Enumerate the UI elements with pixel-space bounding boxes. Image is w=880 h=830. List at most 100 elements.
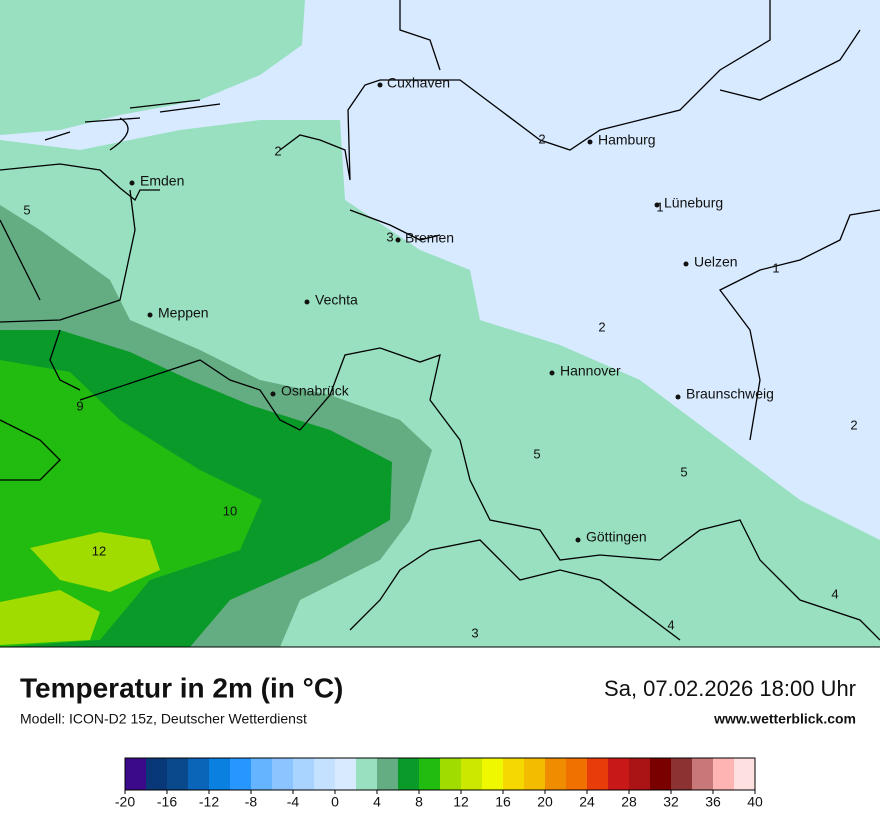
city: Braunschweig bbox=[675, 386, 774, 402]
city-dot bbox=[304, 299, 310, 305]
contour-label: 9 bbox=[76, 398, 83, 413]
city-label: Emden bbox=[140, 173, 184, 189]
colorbar-segment bbox=[230, 758, 251, 790]
city-label: Göttingen bbox=[586, 529, 647, 545]
city: Emden bbox=[129, 173, 184, 189]
colorbar-segment bbox=[566, 758, 587, 790]
city-label: Hamburg bbox=[598, 132, 656, 148]
contour-label: 5 bbox=[23, 202, 30, 217]
colorbar-segment bbox=[293, 758, 314, 790]
colorbar-segment bbox=[251, 758, 272, 790]
city-dot bbox=[129, 180, 135, 186]
colorbar-segment bbox=[419, 758, 440, 790]
colorbar-tick-label: 24 bbox=[579, 794, 595, 810]
city-label: Braunschweig bbox=[686, 386, 774, 402]
border bbox=[349, 209, 880, 641]
colorbar-tick-label: 40 bbox=[747, 794, 763, 810]
title: Temperatur in 2m (in °C) bbox=[20, 672, 343, 703]
date: Sa, 07.02.2026 18:00 Uhr bbox=[604, 676, 856, 701]
border bbox=[0, 219, 61, 481]
model-info: Modell: ICON-D2 15z, Deutscher Wetterdie… bbox=[20, 711, 307, 727]
colorbar-frame bbox=[124, 757, 756, 791]
city-label: Lüneburg bbox=[664, 195, 723, 211]
city-dot bbox=[377, 82, 383, 88]
city: Uelzen bbox=[683, 254, 738, 270]
colorbar-tick-label: 20 bbox=[537, 794, 553, 810]
city: Meppen bbox=[147, 305, 209, 321]
contour-label: 5 bbox=[680, 464, 687, 479]
colorbar-segment bbox=[671, 758, 692, 790]
colorbar-segment bbox=[209, 758, 230, 790]
contour-label: 1 bbox=[656, 199, 663, 214]
contour-label: 4 bbox=[831, 586, 838, 601]
colorbar-tick-label: 16 bbox=[495, 794, 511, 810]
colorbar-segment bbox=[335, 758, 356, 790]
city: Hannover bbox=[549, 363, 621, 379]
colorbar-segment bbox=[692, 758, 713, 790]
contour-label: 2 bbox=[538, 131, 545, 146]
city-label: Hannover bbox=[560, 363, 621, 379]
city-dot bbox=[395, 237, 401, 243]
city-dot bbox=[147, 312, 153, 318]
contour-labels: 2 2 1 3 1 2 5 9 5 5 2 10 12 3 4 4 bbox=[23, 131, 857, 640]
colorbar-tick-label: -20 bbox=[115, 794, 135, 810]
border bbox=[49, 329, 880, 641]
contour-label: 2 bbox=[274, 143, 281, 158]
contour-label: 1 bbox=[772, 260, 779, 275]
city-dot bbox=[683, 261, 689, 267]
contour-label: 2 bbox=[850, 417, 857, 432]
city-label: Uelzen bbox=[694, 254, 738, 270]
colorbar-segment bbox=[167, 758, 188, 790]
cities: Cuxhaven Hamburg Emden Lüneburg Bremen U… bbox=[129, 75, 774, 545]
temp-area-10-12 bbox=[30, 532, 160, 592]
colorbar-segment bbox=[398, 758, 419, 790]
colorbar-segment bbox=[713, 758, 734, 790]
colorbar-segment bbox=[503, 758, 524, 790]
city-dot bbox=[654, 202, 660, 208]
temp-area-2-4 bbox=[0, 0, 305, 135]
contour-label: 10 bbox=[223, 503, 237, 518]
website: www.wetterblick.com bbox=[713, 711, 856, 727]
city-dot bbox=[587, 139, 593, 145]
city: Göttingen bbox=[575, 529, 647, 545]
colorbar-tick-label: -8 bbox=[245, 794, 258, 810]
colorbar-segment bbox=[587, 758, 608, 790]
contour-label: 2 bbox=[598, 319, 605, 334]
city: Cuxhaven bbox=[377, 75, 450, 91]
colorbar-tick-label: 4 bbox=[373, 794, 381, 810]
colorbar-tick-label: -4 bbox=[287, 794, 300, 810]
colorbar-segment bbox=[125, 758, 146, 790]
colorbar-tick-label: 32 bbox=[663, 794, 679, 810]
colorbar-tick-label: 12 bbox=[453, 794, 469, 810]
colorbar-segment bbox=[482, 758, 503, 790]
temp-area-10-12 bbox=[0, 590, 100, 645]
city: Osnabrück bbox=[270, 383, 350, 399]
colorbar-segment bbox=[272, 758, 293, 790]
colorbar-tick-label: 8 bbox=[415, 794, 423, 810]
colorbar-segment bbox=[188, 758, 209, 790]
contour-label: 12 bbox=[92, 543, 106, 558]
colorbar-segment bbox=[146, 758, 167, 790]
city: Lüneburg bbox=[654, 195, 723, 211]
colorbar-segment bbox=[314, 758, 335, 790]
coastline bbox=[279, 0, 771, 181]
coastline bbox=[349, 0, 861, 241]
colorbar-segment bbox=[461, 758, 482, 790]
city-label: Meppen bbox=[158, 305, 209, 321]
map bbox=[0, 0, 880, 647]
colorbar-segment bbox=[440, 758, 461, 790]
contour-label: 5 bbox=[533, 446, 540, 461]
colorbar-segment bbox=[734, 758, 755, 790]
city-dot bbox=[675, 394, 681, 400]
colorbar-tick-label: 28 bbox=[621, 794, 637, 810]
city-dot bbox=[575, 537, 581, 543]
coastline bbox=[0, 117, 160, 323]
city: Hamburg bbox=[587, 132, 656, 148]
contour-label: 4 bbox=[667, 617, 674, 632]
coastline bbox=[44, 99, 221, 141]
contour-label: 3 bbox=[471, 625, 478, 640]
city-label: Vechta bbox=[315, 292, 358, 308]
city-label: Bremen bbox=[405, 230, 454, 246]
